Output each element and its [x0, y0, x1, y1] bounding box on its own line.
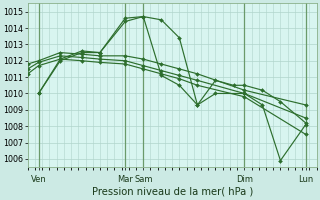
- X-axis label: Pression niveau de la mer( hPa ): Pression niveau de la mer( hPa ): [92, 187, 253, 197]
